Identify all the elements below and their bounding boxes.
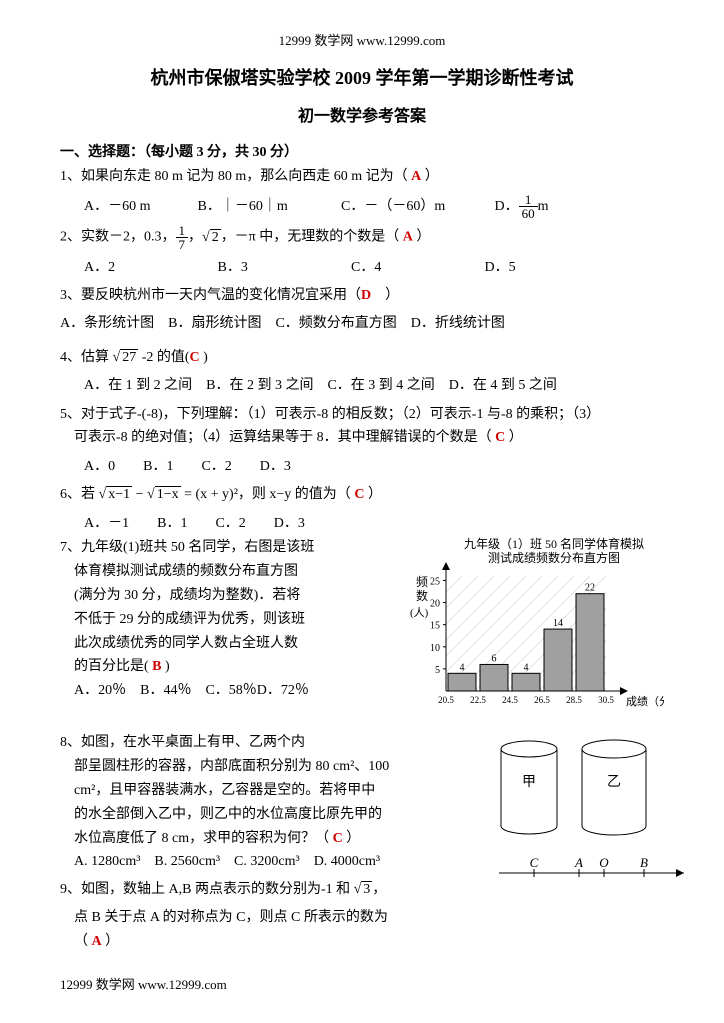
svg-text:20: 20 [430, 599, 440, 610]
svg-text:22: 22 [585, 583, 595, 594]
q3-answer: D [361, 288, 371, 303]
svg-text:O: O [599, 855, 609, 870]
svg-text:C: C [530, 855, 539, 870]
svg-text:4: 4 [460, 663, 465, 674]
svg-text:乙: 乙 [607, 774, 621, 790]
svg-text:A: A [574, 855, 583, 870]
svg-text:(人): (人) [410, 606, 429, 619]
svg-text:25: 25 [430, 577, 440, 588]
q7-histogram: 九年级（1）班 50 名同学体育模拟测试成绩频数分布直方图频数 (人) 5 10 15 2… [404, 536, 664, 731]
q6-options: A．－1 B．1 C．2 D．3 [60, 511, 664, 536]
svg-text:26.5: 26.5 [534, 695, 550, 705]
q1-stem: 1、如果向东走 80 m 记为 80 m，那么向西走 60 m 记为（ [60, 169, 408, 184]
q2-options: A．2 B．3 C．4 D．5 [60, 255, 664, 280]
svg-text:30.5: 30.5 [598, 695, 614, 705]
q8-figure: 甲 乙 [484, 731, 664, 856]
q7-answer: B [152, 659, 161, 674]
question-9: 9、如图，数轴上 A,B 两点表示的数分别为-1 和 3， C A O B [60, 878, 664, 902]
exam-subtitle: 初一数学参考答案 [60, 102, 664, 126]
question-2: 2、实数－2，0.3，17，2，－π 中，无理数的个数是（ A ） [60, 224, 664, 251]
svg-text:15: 15 [430, 621, 440, 632]
question-3: 3、要反映杭州市一天内气温的变化情况宜采用（D ） [60, 284, 664, 308]
svg-text:B: B [640, 855, 648, 870]
cylinders-svg: 甲 乙 [484, 731, 664, 851]
question-6: 6、若 x−1 − 1−x = (x + y)²，则 x−y 的值为（ C ） [60, 483, 664, 507]
question-8: 8、如图，在水平桌面上有甲、乙两个内 部呈圆柱形的容器，内部底面积分别为 80 … [60, 731, 474, 874]
q9-answer: A [92, 934, 102, 949]
number-line-svg: C A O B [494, 853, 694, 893]
q1-opt-d: D．160 m [495, 193, 549, 220]
q1-tail: ） [425, 169, 439, 184]
svg-text:4: 4 [524, 663, 529, 674]
q7-options: A．20％ B．44％ C．58％D．72％ [60, 679, 396, 703]
svg-text:频: 频 [416, 575, 428, 589]
q1-options: A．－60 m B．｜－60｜m C．－（－60）m D．160 m [60, 193, 664, 220]
q4-options: A．在 1 到 2 之间 B．在 2 到 3 之间 C．在 3 到 4 之间 D… [60, 373, 664, 398]
histogram-svg: 九年级（1）班 50 名同学体育模拟测试成绩频数分布直方图频数 (人) 5 10 15 2… [404, 536, 664, 726]
q8-answer: C [333, 831, 343, 846]
question-5: 5、对于式子-(-8)，下列理解：（1）可表示-8 的相反数；（2）可表示-1 … [60, 403, 664, 451]
svg-text:20.5: 20.5 [438, 695, 454, 705]
svg-text:10: 10 [430, 643, 440, 654]
svg-text:14: 14 [553, 618, 563, 629]
q1-opt-a: A．－60 m [84, 194, 194, 219]
svg-text:测试成绩频数分布直方图: 测试成绩频数分布直方图 [488, 550, 620, 565]
q5-options: A．0 B．1 C．2 D．3 [60, 454, 664, 479]
svg-text:22.5: 22.5 [470, 695, 486, 705]
page-header: 12999 数学网 www.12999.com [60, 30, 664, 49]
question-7-row: 7、九年级(1)班共 50 名同学，右图是该班 体育模拟测试成绩的频数分布直方图… [60, 536, 664, 731]
q1-opt-c: C．－（－60）m [341, 194, 491, 219]
question-1: 1、如果向东走 80 m 记为 80 m，那么向西走 60 m 记为（ A ） [60, 165, 664, 189]
q8-options: A. 1280cm³ B. 2560cm³ C. 3200cm³ D. 4000… [60, 850, 474, 874]
page-footer: 12999 数学网 www.12999.com [60, 974, 664, 993]
svg-text:24.5: 24.5 [502, 695, 518, 705]
svg-text:数: 数 [416, 588, 428, 603]
q1-opt-b: B．｜－60｜m [198, 194, 338, 219]
q2-answer: A [403, 230, 413, 245]
question-4: 4、估算 27 -2 的值(C ) [60, 346, 664, 370]
svg-text:6: 6 [492, 654, 497, 665]
q4-answer: C [190, 350, 200, 365]
q3-options: A．条形统计图 B．扇形统计图 C．频数分布直方图 D．折线统计图 [60, 312, 664, 336]
section-1-heading: 一、选择题：（每小题 3 分，共 30 分） [60, 141, 664, 161]
svg-text:5: 5 [435, 665, 440, 676]
q6-answer: C [354, 487, 364, 502]
exam-title: 杭州市保俶塔实验学校 2009 学年第一学期诊断性考试 [60, 64, 664, 90]
svg-text:甲: 甲 [522, 775, 536, 790]
svg-text:28.5: 28.5 [566, 695, 582, 705]
svg-text:九年级（1）班 50 名同学体育模拟: 九年级（1）班 50 名同学体育模拟 [464, 536, 644, 551]
q1-answer: A [411, 169, 421, 184]
q5-answer: C [495, 430, 505, 445]
question-7: 7、九年级(1)班共 50 名同学，右图是该班 体育模拟测试成绩的频数分布直方图… [60, 536, 396, 703]
svg-text:成绩（分）: 成绩（分） [626, 695, 664, 708]
